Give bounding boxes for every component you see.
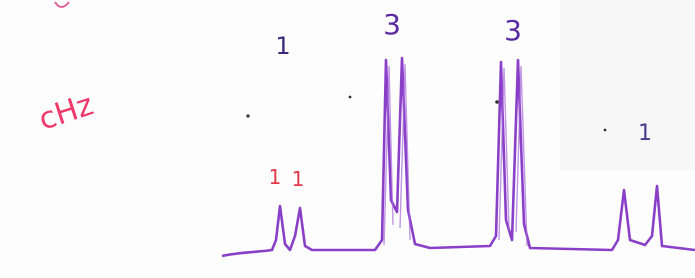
integral-label: 3	[383, 8, 401, 41]
splitting-label: 1	[292, 167, 305, 191]
spectrum-sketch: 1 3 3 1 1 1 cHz	[0, 0, 695, 278]
dot	[349, 96, 352, 99]
integral-label: 1	[275, 32, 290, 60]
integral-label: 3	[504, 14, 522, 47]
splitting-label: 1	[269, 165, 282, 189]
dot	[604, 129, 607, 132]
integral-label: 1	[638, 121, 652, 146]
dot	[246, 114, 249, 117]
dot	[495, 100, 499, 104]
paper-smudge	[560, 0, 695, 170]
